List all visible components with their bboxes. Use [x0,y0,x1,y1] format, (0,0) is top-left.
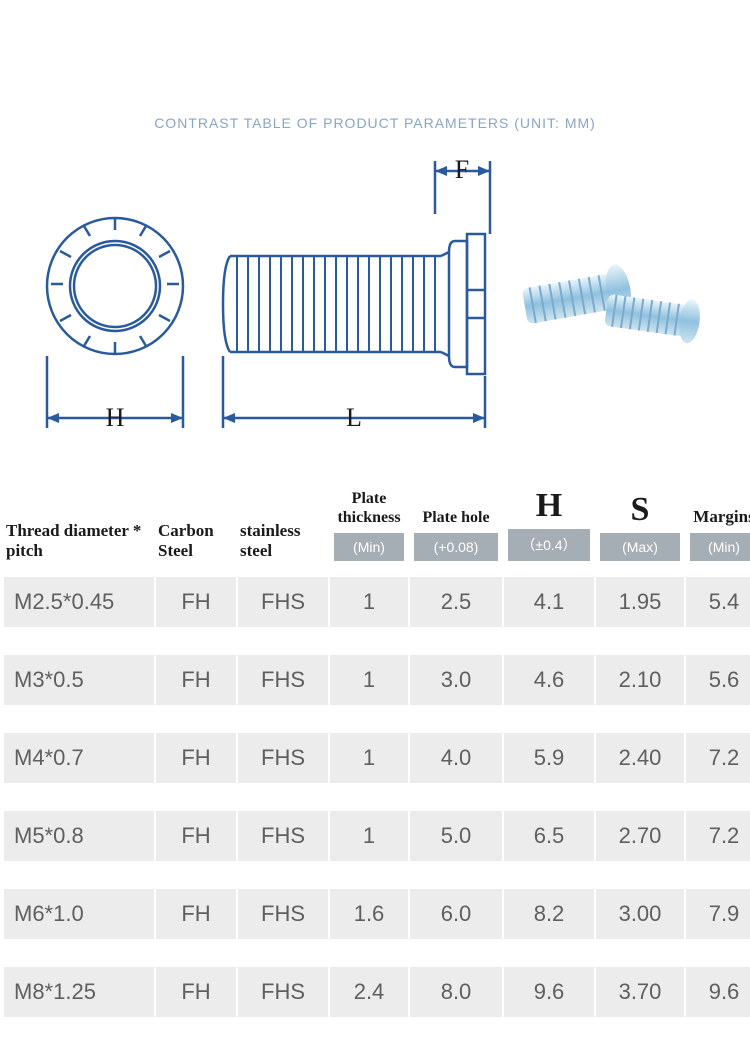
table-cell: FHS [238,889,328,939]
page-title: CONTRAST TABLE OF PRODUCT PARAMETERS (UN… [0,115,750,131]
table-cell: M5*0.8 [4,811,154,861]
table-cell: FHS [238,967,328,1017]
diagram-section: H [0,156,750,481]
table-cell: 5.4 [686,577,750,627]
table-cell: FHS [238,577,328,627]
table-cell: FH [156,733,236,783]
table-cell: FH [156,967,236,1017]
table-cell: 7.2 [686,733,750,783]
table-cell: 1.6 [330,889,408,939]
table-row: M6*1.0FHFHS1.66.08.23.007.9 [4,889,746,939]
table-cell: 3.70 [596,967,684,1017]
dim-label-l: L [346,403,362,432]
table-cell: 6.5 [504,811,594,861]
table-row: M5*0.8FHFHS15.06.52.707.2 [4,811,746,861]
table-cell: 1 [330,577,408,627]
table-cell: 5.9 [504,733,594,783]
table-cell: M4*0.7 [4,733,154,783]
table-cell: 2.70 [596,811,684,861]
table-cell: 5.6 [686,655,750,705]
top-view-diagram: H [30,156,200,451]
header-carbon: Carbon Steel [156,513,236,570]
table-cell: 1 [330,811,408,861]
table-cell: 9.6 [686,967,750,1017]
table-cell: 8.2 [504,889,594,939]
table-cell: FHS [238,733,328,783]
title-section: CONTRAST TABLE OF PRODUCT PARAMETERS (UN… [0,0,750,156]
table-cell: 6.0 [410,889,502,939]
table-cell: 7.2 [686,811,750,861]
table-cell: 3.00 [596,889,684,939]
table-cell: 2.10 [596,655,684,705]
table-cell: FH [156,655,236,705]
table-cell: M8*1.25 [4,967,154,1017]
table-row: M4*0.7FHFHS14.05.92.407.2 [4,733,746,783]
table-header-row: Thread diameter * pitch Carbon Steel sta… [4,481,746,569]
table-cell: 1.95 [596,577,684,627]
table-cell: 5.0 [410,811,502,861]
table-cell: 9.6 [504,967,594,1017]
dim-label-h: H [106,403,125,432]
table-cell: 4.6 [504,655,594,705]
table-cell: 1 [330,655,408,705]
header-thread: Thread diameter * pitch [4,513,154,570]
table-cell: 2.4 [330,967,408,1017]
table-cell: FHS [238,655,328,705]
table-cell: 1 [330,733,408,783]
header-plate-hole: Plate hole (+0.08) [410,500,502,569]
table-cell: 4.1 [504,577,594,627]
side-view-diagram: F L [205,156,505,451]
table-cell: 4.0 [410,733,502,783]
header-stainless: stainless steel [238,513,328,570]
table-cell: M2.5*0.45 [4,577,154,627]
header-margins: Margins (Min) [686,499,750,569]
header-s: S (Max) [596,485,684,569]
table-row: M3*0.5FHFHS13.04.62.105.6 [4,655,746,705]
table-cell: M6*1.0 [4,889,154,939]
table-cell: 3.0 [410,655,502,705]
table-cell: M3*0.5 [4,655,154,705]
parameter-table: Thread diameter * pitch Carbon Steel sta… [0,481,750,1017]
header-plate-thickness: Plate thickness (Min) [330,481,408,569]
header-h: H （±0.4） [504,481,594,569]
table-row: M2.5*0.45FHFHS12.54.11.955.4 [4,577,746,627]
table-cell: FH [156,889,236,939]
table-cell: FH [156,577,236,627]
table-cell: FHS [238,811,328,861]
dim-label-f: F [455,156,469,184]
table-row: M8*1.25FHFHS2.48.09.63.709.6 [4,967,746,1017]
table-cell: 8.0 [410,967,502,1017]
product-photo [510,239,720,369]
table-cell: FH [156,811,236,861]
table-cell: 2.5 [410,577,502,627]
table-cell: 2.40 [596,733,684,783]
table-cell: 7.9 [686,889,750,939]
